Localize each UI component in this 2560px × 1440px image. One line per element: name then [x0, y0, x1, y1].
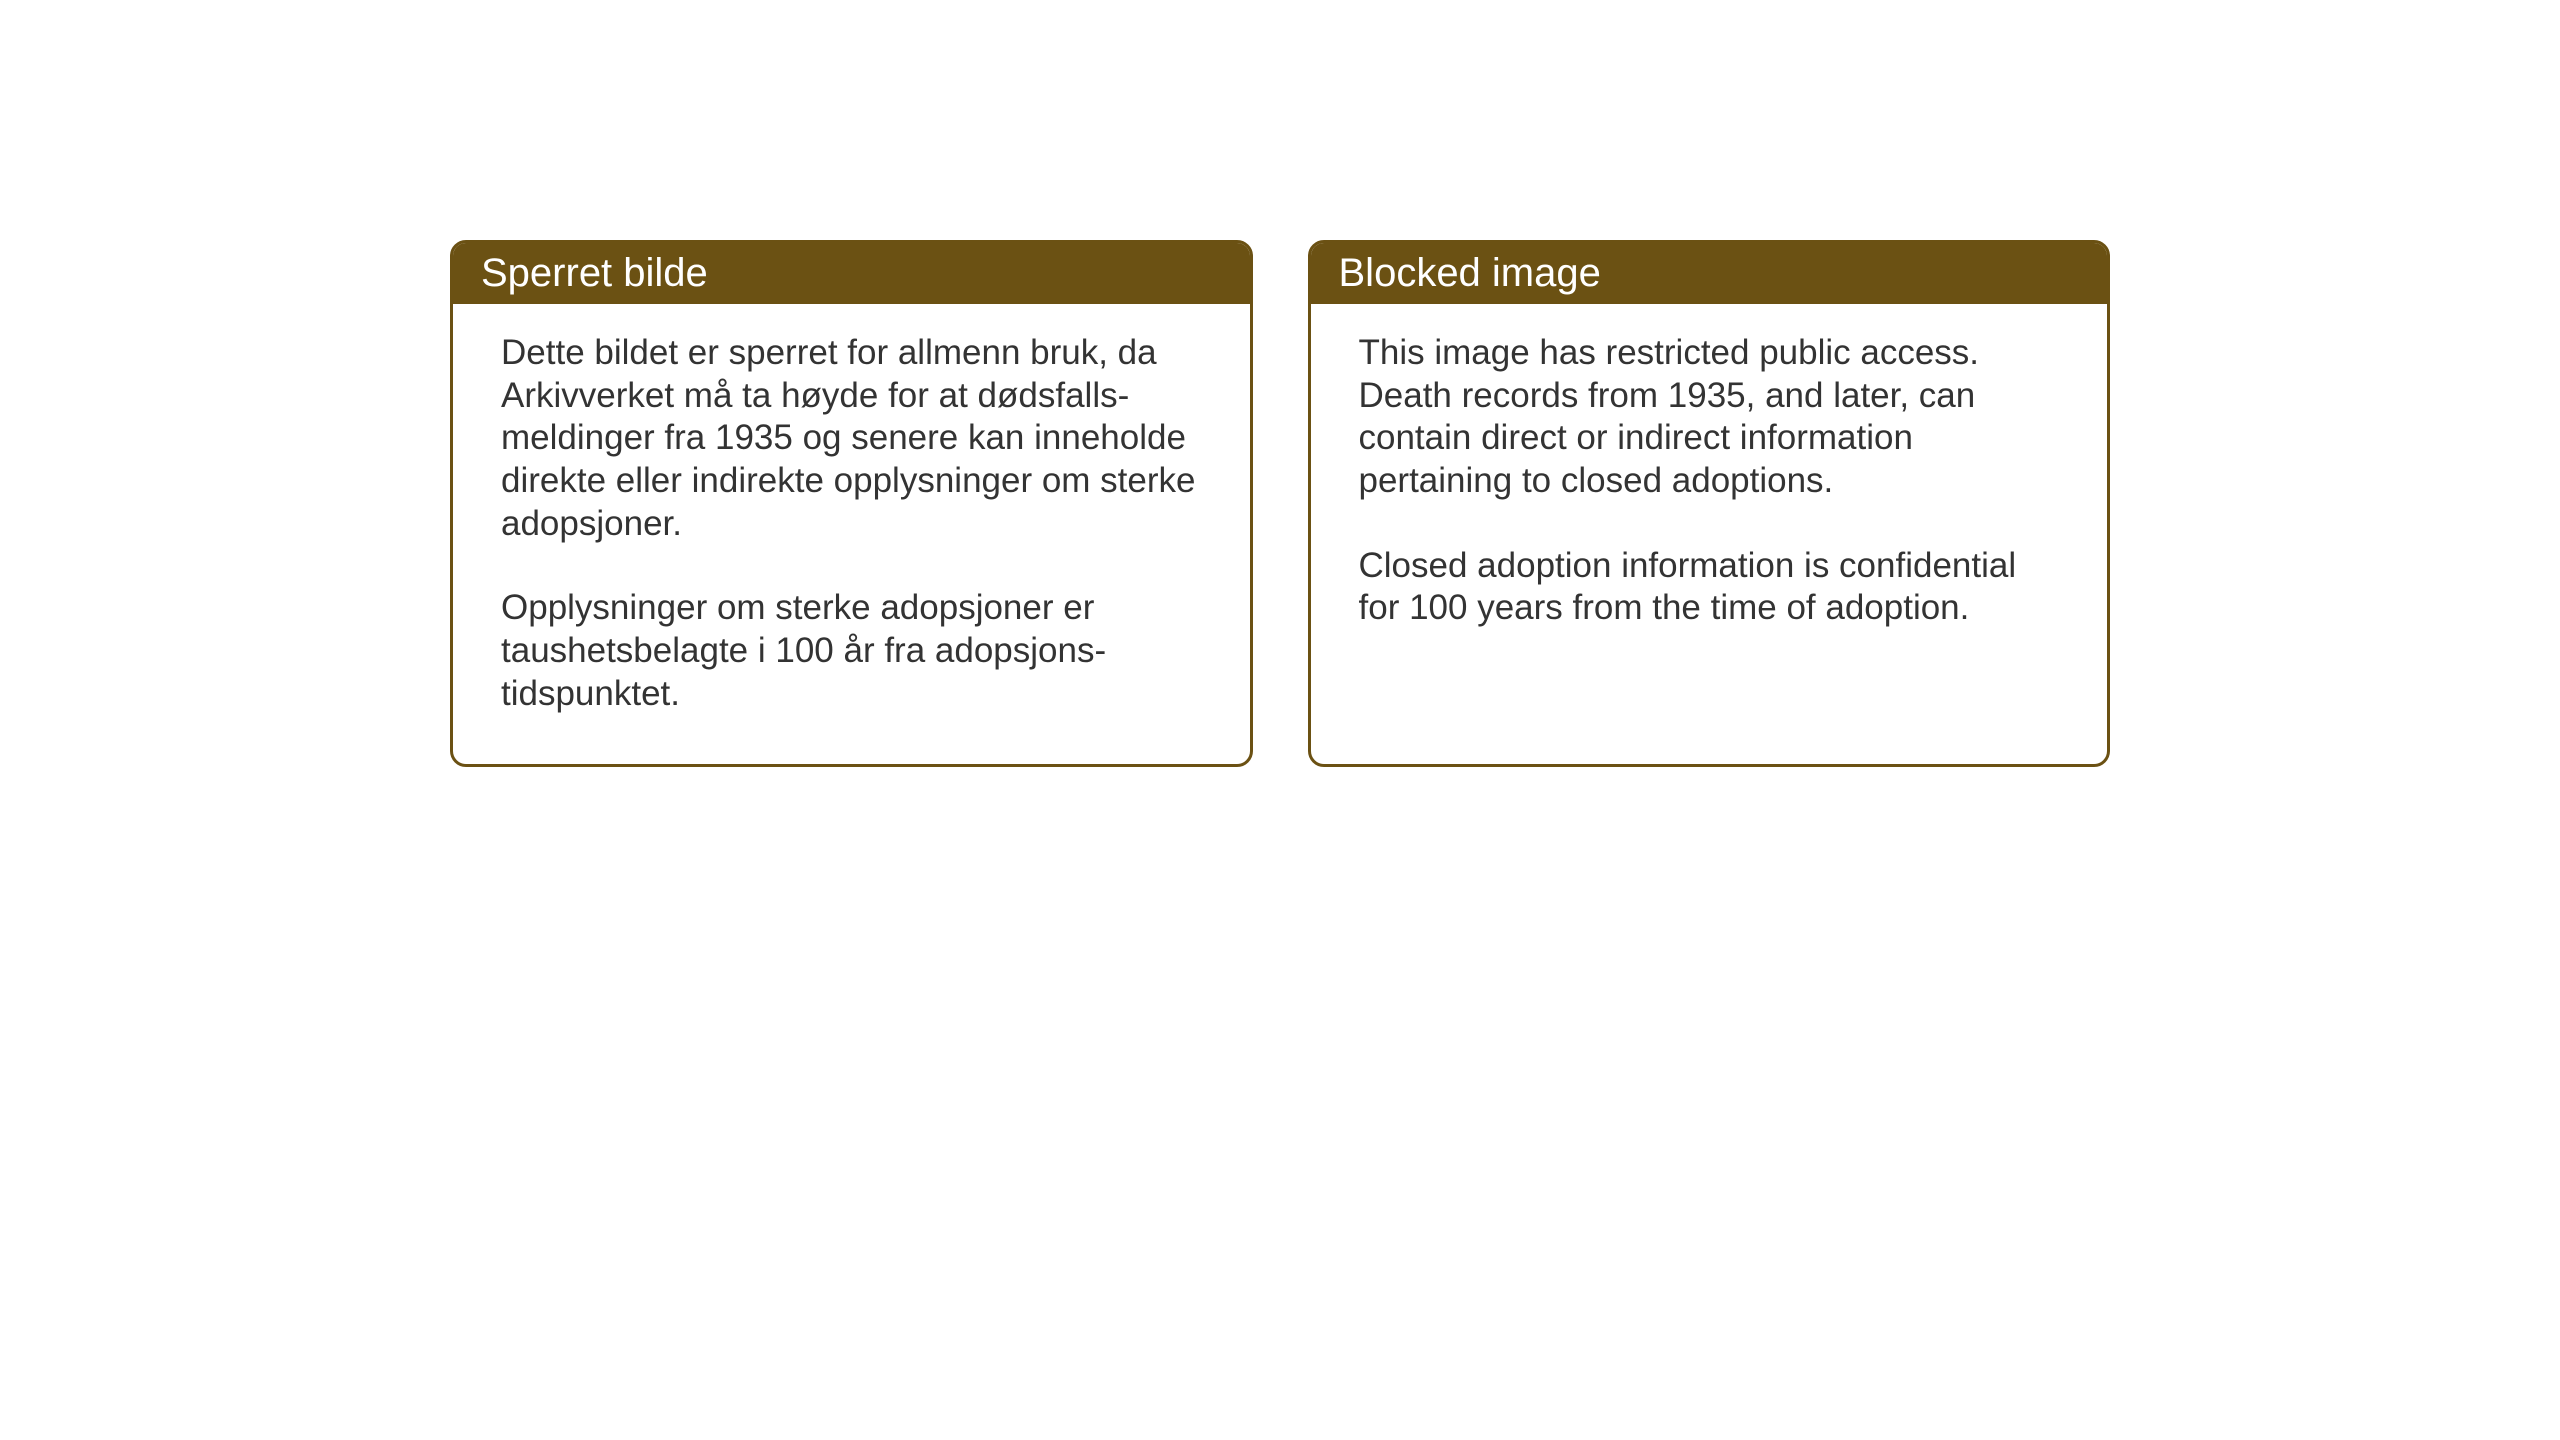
card-paragraph1-english: This image has restricted public access.…	[1359, 332, 2060, 503]
card-norwegian: Sperret bilde Dette bildet er sperret fo…	[450, 240, 1253, 767]
card-header-english: Blocked image	[1311, 243, 2108, 304]
card-title-norwegian: Sperret bilde	[481, 251, 708, 295]
card-paragraph2-english: Closed adoption information is confident…	[1359, 545, 2060, 630]
card-paragraph2-norwegian: Opplysninger om sterke adopsjoner er tau…	[501, 587, 1202, 715]
cards-container: Sperret bilde Dette bildet er sperret fo…	[450, 240, 2110, 767]
card-paragraph1-norwegian: Dette bildet er sperret for allmenn bruk…	[501, 332, 1202, 545]
card-body-norwegian: Dette bildet er sperret for allmenn bruk…	[453, 304, 1250, 764]
card-english: Blocked image This image has restricted …	[1308, 240, 2111, 767]
card-title-english: Blocked image	[1339, 251, 1601, 295]
card-header-norwegian: Sperret bilde	[453, 243, 1250, 304]
card-body-english: This image has restricted public access.…	[1311, 304, 2108, 678]
